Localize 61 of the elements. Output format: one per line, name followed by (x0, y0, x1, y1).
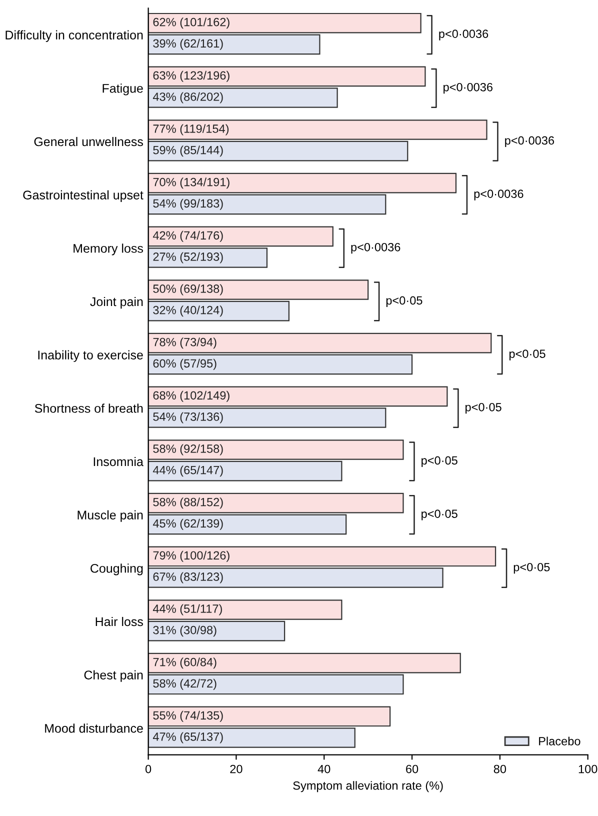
data-label: 58% (88/152) (153, 498, 223, 509)
annotation: p<0·0036 (474, 190, 524, 200)
y-tick-label: Memory loss (74, 244, 143, 256)
y-tick-label: Fatigue (102, 84, 143, 96)
data-label: 59% (85/144) (153, 146, 223, 157)
x-tick-label: 100 (578, 764, 598, 774)
data-label: 54% (73/136) (153, 412, 223, 424)
data-label: 39% (62/161) (153, 38, 223, 50)
y-tick-label: Hair loss (96, 616, 143, 626)
annotation: p<0·05 (514, 562, 550, 574)
annotation: p<0·0036 (444, 82, 492, 94)
data-label: 60% (57/95) (153, 358, 216, 370)
data-label: 68% (102/149) (153, 390, 230, 402)
y-tick-label: Gastrointestinal upset (23, 190, 144, 202)
annotation: p<0·0036 (505, 136, 554, 147)
annotation: p<0·05 (422, 456, 458, 467)
data-label: 67% (83/123) (153, 572, 223, 584)
y-tick-label: Difficulty in concentration (6, 30, 143, 42)
data-label: 79% (100/126) (153, 550, 230, 562)
x-tick-label: 20 (230, 764, 242, 774)
annotation: p<0·0036 (439, 30, 488, 40)
annotation: p<0·0036 (351, 242, 400, 254)
data-label: 71% (60/84) (153, 658, 216, 669)
data-label: 50% (69/138) (153, 284, 223, 296)
annotation: p<0·05 (386, 296, 422, 307)
y-tick-label: Chest pain (84, 670, 143, 682)
data-label: 55% (74/135) (153, 710, 223, 722)
y-tick-label: Coughing (90, 564, 143, 576)
annotation: p<0·05 (509, 350, 546, 360)
data-label: 62% (101/162) (153, 18, 230, 29)
y-tick-label: Mood disturbance (45, 724, 143, 733)
data-label: 58% (42/72) (153, 678, 216, 690)
x-tick-label: 0 (145, 764, 152, 774)
y-tick-label: Joint pain (90, 296, 143, 309)
y-tick-label: General unwellness (34, 136, 143, 146)
data-label: 32% (40/124) (153, 306, 223, 317)
legend-label: Placebo (539, 736, 580, 746)
y-tick-label: Insomnia (94, 456, 144, 466)
data-label: 47% (65/137) (152, 732, 223, 744)
data-label: 45% (62/139) (152, 518, 223, 530)
x-tick-label: 60 (406, 764, 418, 774)
data-label: 78% (73/94) (153, 338, 216, 349)
data-label: 44% (51/117) (152, 604, 222, 616)
data-label: 44% (65/147) (152, 466, 223, 477)
y-tick-label: Inability to exercise (38, 350, 143, 362)
data-label: 27% (52/193) (153, 252, 223, 264)
data-label: 58% (92/158) (153, 444, 223, 456)
annotation: p<0·05 (466, 402, 502, 414)
y-tick-label: Muscle pain (78, 510, 143, 522)
x-axis-title: Symptom alleviation rate (%) (293, 781, 443, 792)
annotation: p<0·05 (422, 510, 458, 520)
x-tick-label: 40 (318, 764, 330, 774)
data-label: 31% (30/98) (153, 626, 216, 637)
data-label: 70% (134/191) (153, 178, 230, 189)
data-label: 42% (74/176) (152, 230, 223, 242)
data-label: 43% (86/202) (152, 92, 223, 104)
data-label: 77% (119/154) (153, 124, 229, 136)
x-tick-label: 80 (494, 764, 506, 774)
data-label: 63% (123/196) (153, 70, 230, 82)
y-tick-label: Shortness of breath (34, 404, 143, 413)
data-label: 54% (99/183) (153, 198, 223, 210)
